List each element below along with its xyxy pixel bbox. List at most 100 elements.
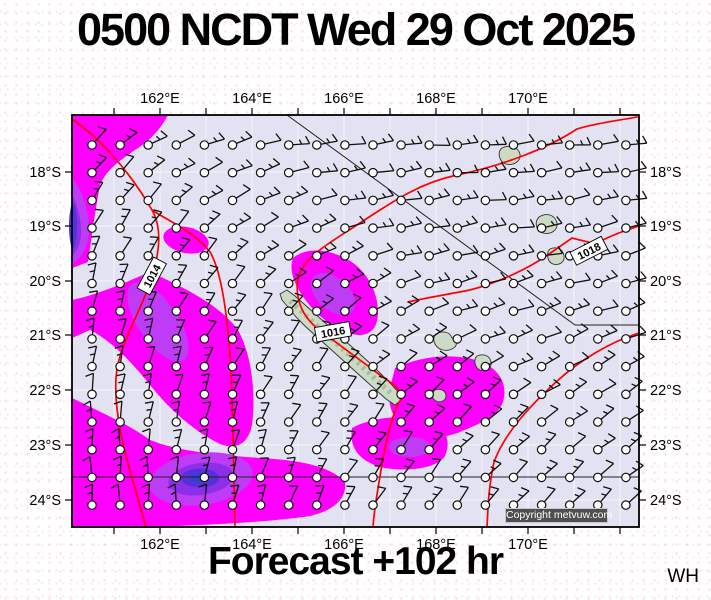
wind-barb bbox=[87, 290, 99, 316]
station-circle bbox=[340, 361, 350, 372]
wind-barb bbox=[143, 181, 162, 206]
station-circle bbox=[480, 444, 491, 455]
isobar-1016 bbox=[296, 116, 638, 528]
wind-barb bbox=[592, 299, 619, 316]
wind-barb bbox=[171, 182, 193, 206]
wind-barb bbox=[199, 156, 223, 178]
lat-label-right: 20°S bbox=[650, 274, 682, 290]
wind-barb bbox=[311, 188, 338, 206]
station-circle bbox=[227, 251, 238, 261]
wind-barb bbox=[424, 162, 451, 178]
rain-core bbox=[69, 204, 77, 248]
wind-barb bbox=[452, 324, 477, 344]
wind-barb bbox=[536, 431, 557, 455]
wind-barb bbox=[340, 240, 364, 261]
station-circle bbox=[396, 389, 406, 400]
wind-barb bbox=[424, 137, 451, 150]
wind-barb bbox=[227, 347, 245, 372]
station-circle bbox=[368, 500, 378, 510]
wind-barb bbox=[115, 289, 125, 316]
wind-barb bbox=[592, 324, 618, 344]
station-circle bbox=[452, 140, 463, 150]
wind-barb bbox=[199, 346, 214, 372]
station-circle bbox=[368, 278, 378, 289]
wind-barb bbox=[283, 402, 302, 427]
station-circle bbox=[621, 444, 631, 455]
wind-barb bbox=[564, 272, 591, 289]
great-circle-line bbox=[286, 114, 639, 326]
wind-barb bbox=[227, 429, 241, 455]
wind-barb bbox=[424, 272, 451, 289]
station-circle bbox=[621, 361, 631, 372]
station-circle bbox=[171, 389, 182, 400]
wind-barb bbox=[368, 295, 392, 316]
wind-barb bbox=[564, 405, 588, 427]
wind-barb bbox=[311, 484, 325, 510]
station-circle bbox=[452, 278, 463, 289]
wind-barb bbox=[621, 216, 647, 233]
wind-barb bbox=[368, 402, 385, 427]
wind-barb bbox=[396, 458, 415, 483]
station-circle bbox=[564, 167, 575, 178]
lat-label-right: 23°S bbox=[650, 438, 682, 454]
lat-label-right: 18°S bbox=[650, 165, 682, 181]
wind-barb bbox=[480, 431, 500, 455]
station-circle bbox=[227, 278, 238, 289]
station-circle bbox=[115, 167, 125, 178]
station-circle bbox=[87, 251, 97, 261]
lat-label-right: 21°S bbox=[650, 328, 682, 344]
station-circle bbox=[424, 500, 434, 510]
lat-label-right: 19°S bbox=[650, 219, 682, 235]
wind-barb bbox=[368, 133, 395, 150]
station-circle bbox=[592, 278, 603, 289]
wind-barb bbox=[508, 133, 535, 150]
wind-barb bbox=[508, 189, 535, 206]
wind-barb bbox=[480, 191, 507, 206]
station-circle bbox=[171, 195, 182, 206]
station-circle bbox=[480, 140, 491, 150]
station-circle bbox=[115, 361, 125, 372]
station-circle bbox=[368, 472, 378, 483]
lat-label-right: 22°S bbox=[650, 383, 682, 399]
wind-barb bbox=[171, 319, 186, 344]
wind-barb bbox=[424, 243, 450, 261]
station-circle bbox=[87, 334, 97, 344]
wind-barb bbox=[424, 430, 444, 455]
station-circle bbox=[283, 472, 294, 483]
station-circle bbox=[115, 444, 125, 455]
wind-barb bbox=[396, 403, 416, 427]
station-circle bbox=[368, 251, 378, 261]
wind-barb bbox=[255, 211, 279, 233]
station-circle bbox=[564, 223, 575, 233]
wind-barb bbox=[311, 241, 337, 261]
wind-barb bbox=[592, 378, 617, 400]
wind-barb bbox=[621, 271, 647, 289]
station-circle bbox=[592, 223, 603, 233]
wind-barb bbox=[115, 208, 131, 233]
wind-barb bbox=[340, 485, 356, 510]
station-circle bbox=[199, 444, 210, 455]
station-circle bbox=[480, 167, 491, 178]
station-circle bbox=[480, 472, 491, 483]
wind-barb bbox=[508, 487, 530, 510]
wind-barb bbox=[171, 157, 196, 178]
wind-barb bbox=[255, 402, 270, 427]
wind-barb bbox=[113, 400, 125, 427]
wind-barb bbox=[396, 160, 423, 178]
wind-barb bbox=[564, 217, 592, 233]
station-circle bbox=[508, 251, 519, 261]
station-circle bbox=[396, 417, 406, 427]
wind-barb bbox=[396, 430, 413, 455]
station-circle bbox=[143, 444, 153, 455]
wind-barb bbox=[115, 263, 129, 289]
station-circle bbox=[592, 444, 603, 455]
wind-barb bbox=[368, 242, 394, 261]
station-circle bbox=[424, 278, 434, 289]
wind-barb bbox=[171, 373, 184, 400]
wind-barb bbox=[143, 400, 154, 427]
station-circle bbox=[87, 500, 97, 510]
wind-barb bbox=[115, 373, 126, 400]
station-circle bbox=[368, 195, 378, 206]
lon-label-bottom: 162°E bbox=[140, 537, 180, 553]
station-circle bbox=[311, 167, 322, 178]
